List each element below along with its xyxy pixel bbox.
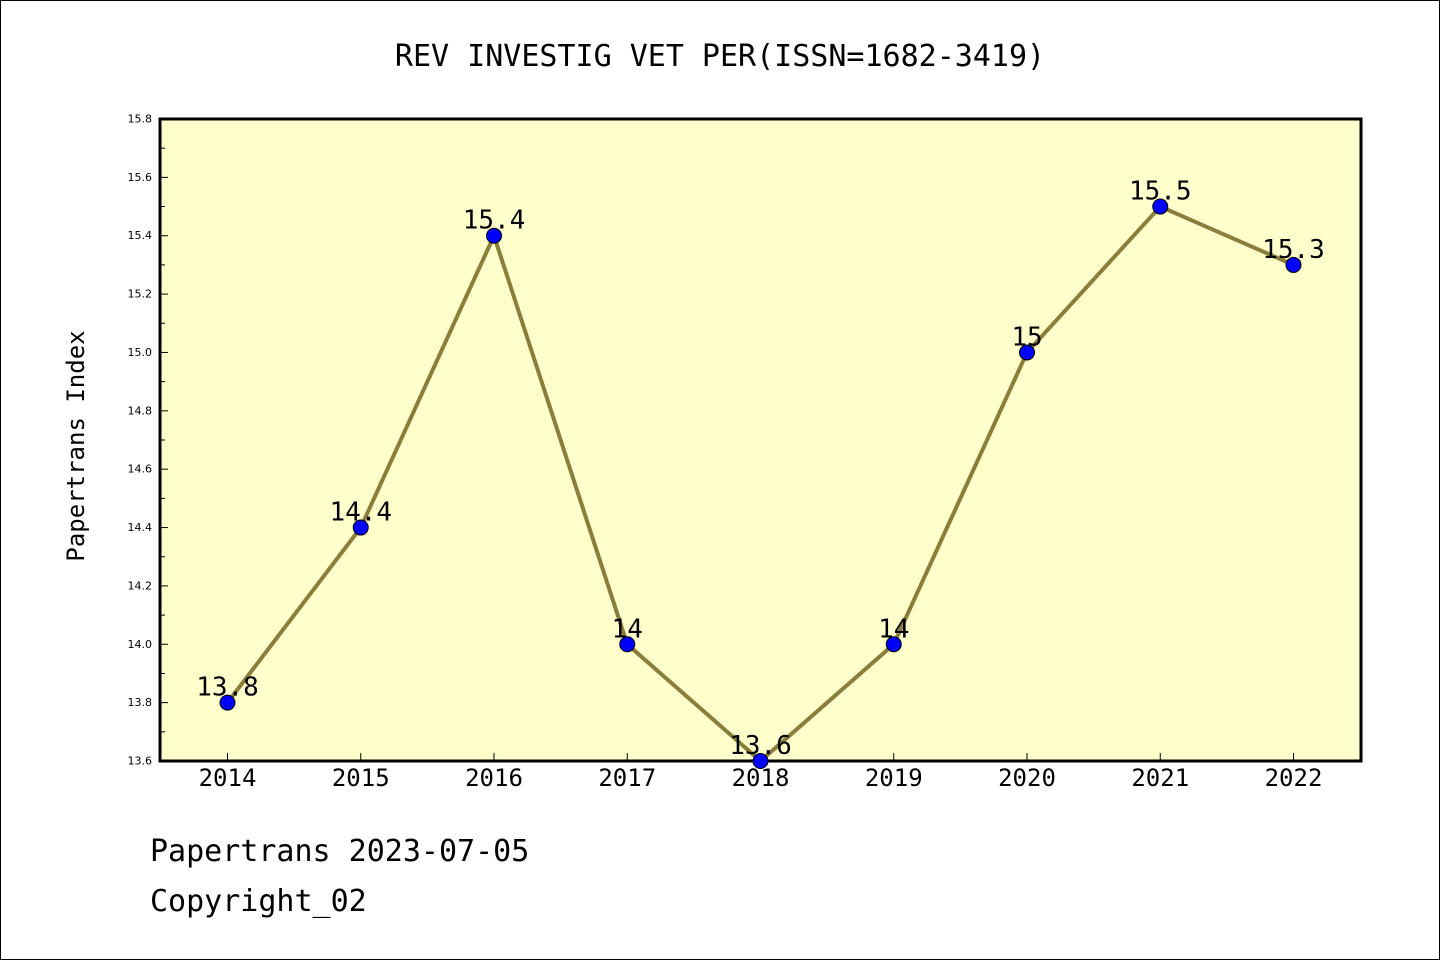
data-point-marker bbox=[1285, 256, 1302, 273]
y-tick-label: 15.4 bbox=[128, 229, 153, 242]
data-label: 14 bbox=[612, 614, 643, 644]
footer-copyright-text: Copyright_02 bbox=[150, 884, 367, 919]
data-label: 15 bbox=[1011, 322, 1042, 352]
y-axis-label: Papertrans Index bbox=[62, 330, 90, 561]
data-label: 14 bbox=[878, 614, 909, 644]
data-label: 13.6 bbox=[729, 731, 792, 761]
y-tick-label: 13.8 bbox=[128, 696, 153, 709]
chart-title: REV INVESTIG VET PER(ISSN=1682-3419) bbox=[395, 39, 1045, 74]
footer-date-text: Papertrans 2023-07-05 bbox=[150, 834, 530, 869]
plot-area bbox=[158, 117, 1363, 763]
x-axis: 2014 2015 2016 2017 2018 2019 2020 2021 2022 bbox=[199, 753, 1323, 792]
series-group bbox=[219, 198, 1302, 769]
data-labels: 13.8 14.4 15.4 14 13.6 14 15 15.5 15.3 bbox=[196, 177, 1325, 761]
y-tick-label: 14.4 bbox=[128, 521, 153, 534]
data-point-marker bbox=[352, 519, 369, 536]
data-point-marker bbox=[885, 636, 902, 653]
x-tick-label: 2022 bbox=[1265, 764, 1323, 792]
data-label: 15.4 bbox=[463, 206, 526, 236]
y-tick-label: 15.6 bbox=[128, 171, 153, 184]
x-tick-label: 2017 bbox=[598, 764, 656, 792]
y-tick-label: 14.6 bbox=[128, 463, 153, 476]
data-label: 15.3 bbox=[1262, 235, 1325, 265]
x-tick-label: 2014 bbox=[199, 764, 257, 792]
x-tick-label: 2016 bbox=[465, 764, 523, 792]
data-point-marker bbox=[1152, 198, 1169, 215]
y-tick-label: 14.0 bbox=[128, 638, 153, 651]
y-tick-label: 15.0 bbox=[128, 346, 153, 359]
data-point-marker bbox=[1019, 344, 1035, 361]
data-label: 15.5 bbox=[1129, 177, 1192, 207]
data-label: 13.8 bbox=[196, 673, 259, 703]
x-tick-label: 2021 bbox=[1131, 764, 1189, 792]
data-point-marker bbox=[752, 753, 769, 769]
x-tick-label: 2015 bbox=[332, 764, 390, 792]
data-point-marker bbox=[619, 636, 636, 653]
data-point-marker bbox=[219, 694, 236, 711]
y-tick-label: 15.2 bbox=[128, 288, 153, 301]
y-tick-label: 14.8 bbox=[128, 404, 153, 417]
y-tick-label: 14.2 bbox=[128, 579, 153, 592]
x-tick-label: 2019 bbox=[865, 764, 923, 792]
data-label: 14.4 bbox=[329, 498, 392, 528]
y-axis: 13.6 13.8 14.0 14.2 14.4 14.6 14.8 15.0 15.2 15.4… bbox=[128, 113, 168, 768]
data-point-marker bbox=[486, 227, 502, 244]
y-tick-label: 15.8 bbox=[128, 113, 153, 126]
x-tick-label: 2020 bbox=[998, 764, 1056, 792]
y-tick-label: 13.6 bbox=[128, 755, 153, 768]
